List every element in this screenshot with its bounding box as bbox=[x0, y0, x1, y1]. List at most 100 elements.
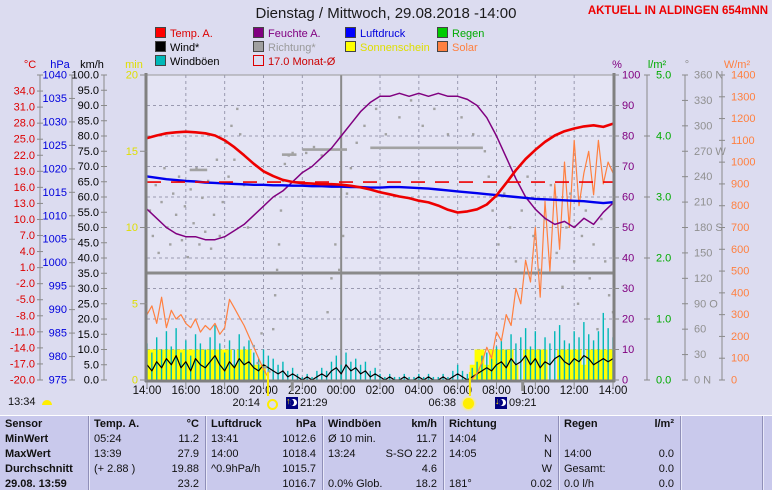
axis-tick-label-kmh: 30.0 bbox=[78, 283, 99, 295]
legend-item: Luftdruck bbox=[345, 27, 406, 40]
series-bar-windböen bbox=[520, 337, 522, 380]
axis-tick-label-kmh: 10.0 bbox=[78, 344, 99, 356]
x-axis-label: 14:00 bbox=[599, 385, 628, 397]
wind-direction-dot bbox=[334, 243, 337, 246]
axis-tick-label-temp: 34.0 bbox=[14, 86, 35, 98]
axis-tick-label-hpa: 995 bbox=[49, 281, 67, 293]
axis-tick-label-kmh: 85.0 bbox=[78, 115, 99, 127]
axis-tick-label-kmh: 100.0 bbox=[71, 70, 99, 82]
axis-tick-label-wm2: 300 bbox=[731, 309, 749, 321]
axis-tick-label-deg: 300 bbox=[694, 120, 712, 132]
cell-text: 14:05 bbox=[449, 447, 477, 460]
axis-tick-label-temp: 22.0 bbox=[14, 150, 35, 162]
table-cell-empty bbox=[762, 476, 772, 490]
axis-tick-label-hpa: 1005 bbox=[43, 234, 67, 246]
axis-tick-label-temp: -5.0 bbox=[16, 294, 35, 306]
cell-text: 13:41 bbox=[211, 432, 239, 445]
axis-tick-label-deg: 150 bbox=[694, 247, 712, 259]
sun-moon-marker-row: 20:14 21:29 ↑ 06:38 09:21 ↓ bbox=[0, 396, 772, 412]
axis-unit-label-lm2: l/m² bbox=[648, 59, 667, 71]
axis-tick-label-pct: 30 bbox=[622, 283, 634, 295]
series-bar-windböen bbox=[476, 361, 478, 380]
axis-tick-label-temp: 4.0 bbox=[20, 246, 35, 258]
series-bar-windböen bbox=[554, 331, 556, 380]
wind-direction-dot bbox=[592, 243, 595, 246]
series-bar-windböen bbox=[151, 352, 153, 380]
axis-tick-label-wm2: 400 bbox=[731, 287, 749, 299]
axis-tick-label-temp: -11.0 bbox=[11, 326, 35, 338]
wind-direction-dot bbox=[588, 277, 591, 280]
cell-text: 14:04 bbox=[449, 432, 477, 445]
axis-tick-label-wm2: 1400 bbox=[731, 70, 755, 82]
axis-tick-label-hpa: 980 bbox=[49, 351, 67, 363]
axis-tick-label-hpa: 1000 bbox=[43, 257, 67, 269]
wind-direction-dot bbox=[330, 277, 333, 280]
series-bar-windböen bbox=[597, 331, 600, 380]
legend-item: Sonnenschein bbox=[345, 41, 430, 54]
cell-value: 0.0 bbox=[658, 462, 674, 475]
series-bar-windböen bbox=[243, 346, 245, 380]
axis-tick-label-deg: 60 bbox=[694, 324, 706, 336]
axis-tick-label-deg: 180 S bbox=[694, 222, 723, 234]
table-cell: 14:00 0.0 bbox=[558, 446, 680, 461]
wind-direction-dot bbox=[186, 255, 189, 259]
table-cell-empty bbox=[680, 476, 762, 490]
series-bar-windböen bbox=[233, 349, 236, 380]
legend-swatch-icon bbox=[155, 55, 166, 66]
wind-direction-dot bbox=[572, 260, 576, 263]
legend-item: 17.0 Monat-Ø bbox=[253, 55, 335, 68]
series-bar-windböen bbox=[248, 340, 250, 380]
wind-direction-dot bbox=[160, 200, 163, 204]
series-bar-windböen bbox=[549, 343, 551, 380]
cell-text: 0.0 l/h bbox=[564, 477, 594, 490]
cell-text: (+ 2.88 ) bbox=[94, 462, 136, 475]
wind-direction-dot bbox=[204, 230, 207, 233]
wind-direction-dot bbox=[189, 188, 192, 191]
cell-value: 23.2 bbox=[177, 477, 199, 490]
series-line-solar bbox=[146, 296, 269, 379]
axis-tick-label-wm2: 600 bbox=[731, 244, 749, 256]
table-cell: 14:00 1018.4 bbox=[205, 446, 322, 461]
series-bar-windböen bbox=[359, 364, 362, 380]
wind-direction-dot bbox=[212, 213, 216, 216]
cell-text: Sensor bbox=[5, 417, 43, 430]
axis-tick-label-pct: 0 bbox=[622, 375, 628, 387]
axis-tick-label-wm2: 700 bbox=[731, 222, 749, 234]
cell-value: 27.9 bbox=[177, 447, 199, 460]
wind-direction-dot bbox=[607, 294, 611, 297]
axis-tick-label-wm2: 1000 bbox=[731, 157, 755, 169]
series-bar-windböen bbox=[486, 352, 488, 380]
table-cell: 0.0% Glob. 18.2 bbox=[322, 476, 443, 490]
table-header-sensor: Sensor bbox=[0, 416, 88, 431]
table-row-label: Durchschnitt bbox=[0, 461, 88, 476]
wind-direction-dot bbox=[398, 116, 401, 119]
axis-tick-label-temp: 28.0 bbox=[14, 118, 35, 130]
axis-tick-label-temp: 13.0 bbox=[14, 198, 35, 210]
axis-tick-label-wm2: 200 bbox=[731, 331, 749, 343]
axis-tick-label-pct: 60 bbox=[622, 192, 634, 204]
status-clock-time: 13:34 bbox=[8, 396, 36, 408]
table-header-windb-en: Windböen km/h bbox=[322, 416, 443, 431]
cell-text: Luftdruck bbox=[211, 417, 262, 430]
cell-text: Windböen bbox=[328, 417, 382, 430]
wind-direction-dot bbox=[198, 243, 201, 246]
wind-direction-dot bbox=[279, 209, 283, 212]
table-cell-empty bbox=[762, 446, 772, 461]
cell-text: Regen bbox=[564, 417, 598, 430]
wind-direction-dot bbox=[180, 239, 184, 242]
wind-direction-dot bbox=[472, 133, 475, 136]
table-cell-empty bbox=[762, 431, 772, 446]
wind-direction-dot bbox=[433, 107, 436, 111]
wind-direction-dot bbox=[209, 247, 213, 250]
wind-direction-dot bbox=[192, 222, 195, 225]
table-cell-empty bbox=[680, 446, 762, 461]
sunset-time: 20:14 bbox=[232, 397, 260, 409]
wind-direction-dot bbox=[291, 151, 294, 155]
axis-tick-label-min: 20 bbox=[126, 70, 138, 82]
legend-label: Luftdruck bbox=[360, 28, 406, 40]
legend-label: Regen bbox=[452, 28, 485, 40]
axis-tick-label-pct: 90 bbox=[622, 100, 634, 112]
axis-tick-label-lm2: 1.0 bbox=[656, 314, 671, 326]
axis-tick-label-hpa: 1025 bbox=[43, 140, 67, 152]
axis-tick-label-kmh: 50.0 bbox=[78, 222, 99, 234]
